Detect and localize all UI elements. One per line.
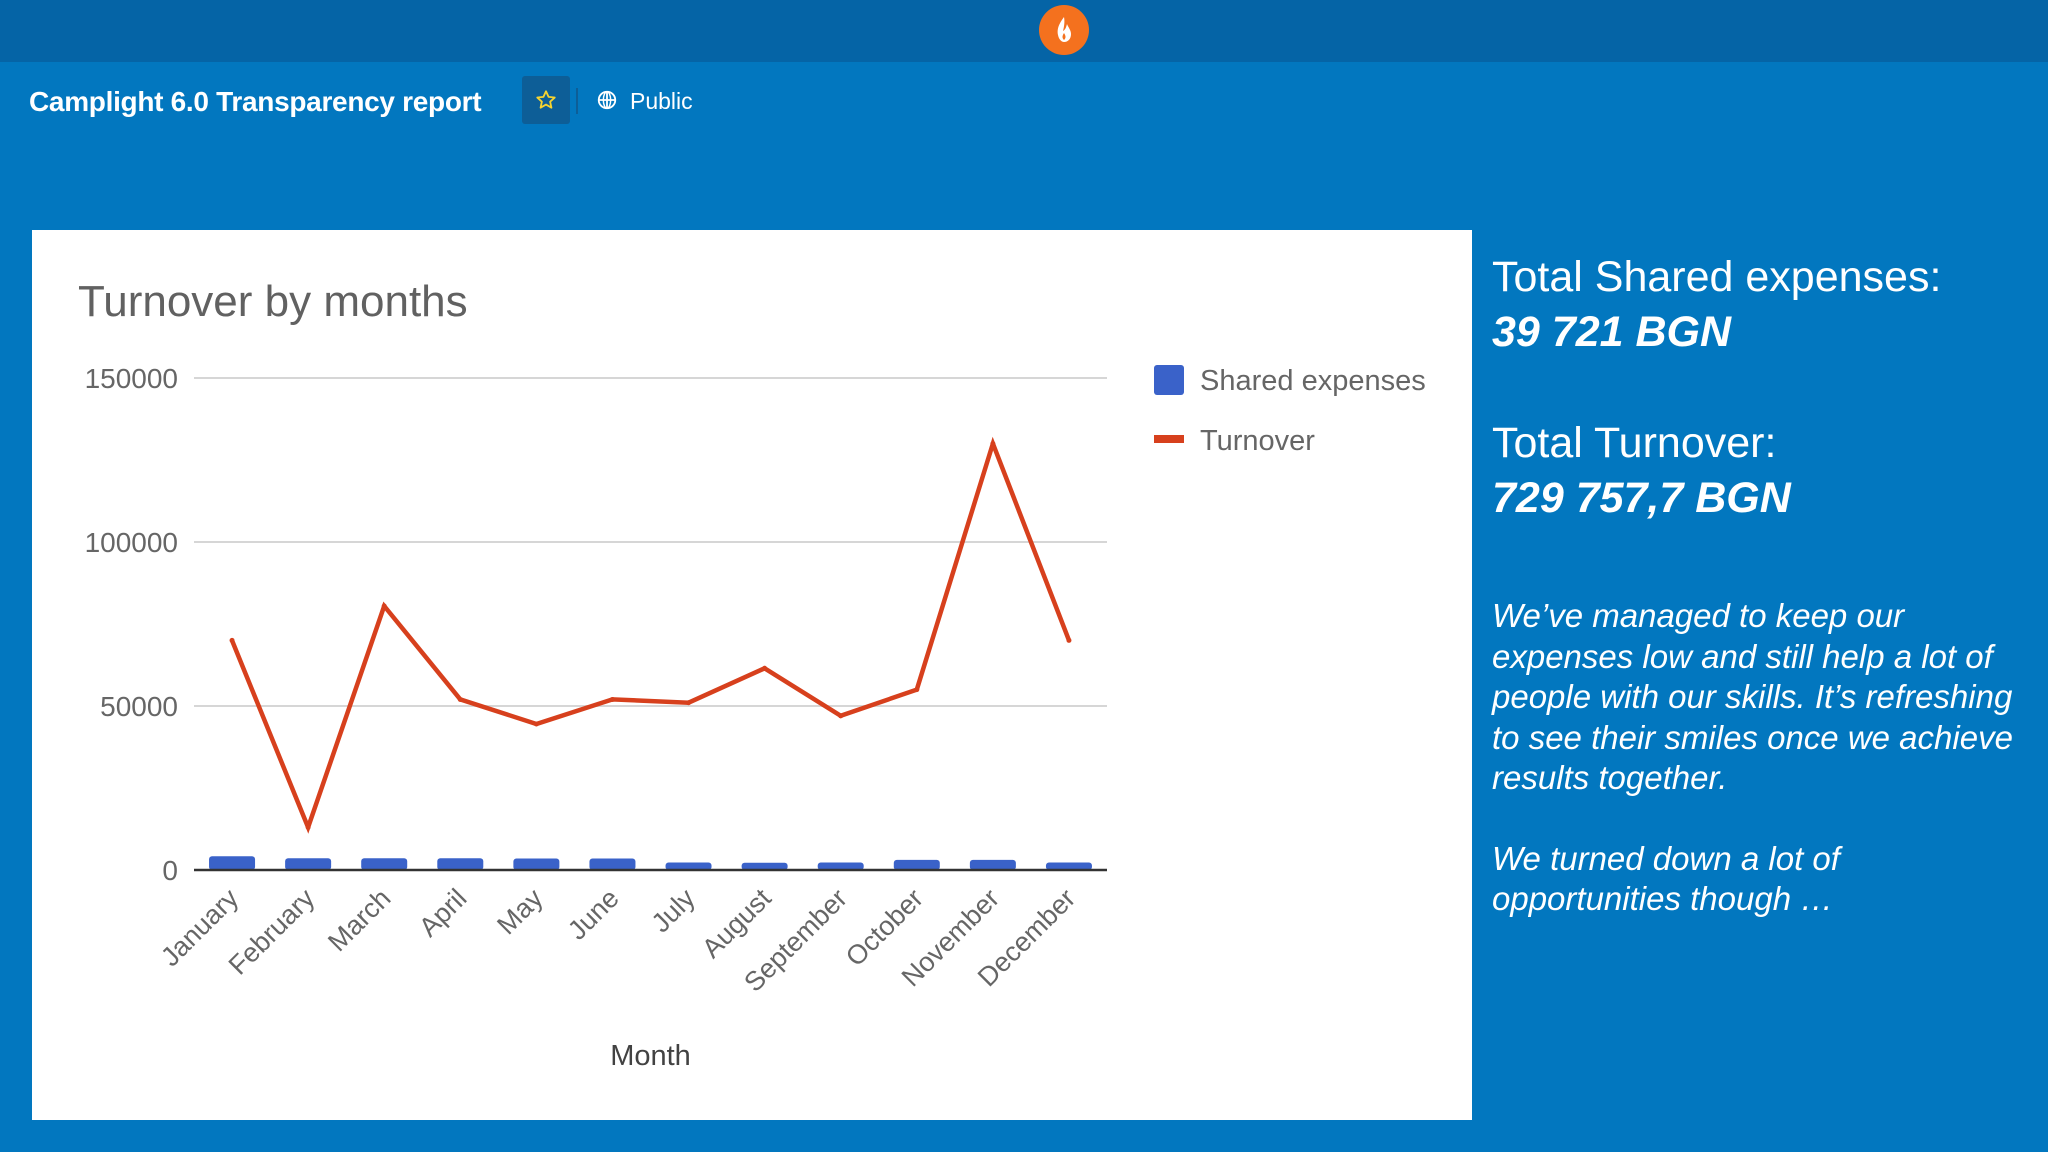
top-bar	[0, 0, 2048, 62]
deck-title: Camplight 6.0 Transparency report	[29, 86, 482, 117]
turnover-point	[229, 637, 235, 643]
x-tick-label: May	[491, 883, 549, 941]
shared-expenses-bar	[893, 859, 940, 870]
shared-expenses-bar	[1045, 862, 1092, 870]
shared-expenses-bar	[589, 858, 636, 870]
legend-swatch-shared-expenses	[1154, 365, 1184, 395]
flame-logo-icon[interactable]	[1039, 5, 1089, 55]
turnover-point	[609, 696, 615, 702]
shared-expenses-bar	[209, 856, 256, 870]
y-tick-label: 150000	[85, 363, 178, 394]
turnover-point	[914, 687, 920, 693]
turnover-point	[762, 665, 768, 671]
visibility-label: Public	[630, 88, 693, 114]
turnover-value: 729 757,7 BGN	[1492, 474, 1791, 522]
turnover-point	[990, 441, 996, 447]
shared-expenses-bar	[513, 858, 560, 870]
shared-expenses-bar	[665, 862, 712, 870]
globe-icon	[597, 90, 617, 110]
turnover-point	[457, 696, 463, 702]
y-tick-label: 0	[162, 855, 178, 886]
shared-expenses-bar	[969, 859, 1016, 870]
x-tick-label: April	[413, 883, 472, 942]
turnover-label: Total Turnover:	[1492, 419, 1777, 467]
x-tick-label: February	[223, 883, 321, 981]
shared-expenses-bar	[817, 862, 864, 870]
x-tick-label: June	[562, 883, 625, 946]
turnover-point	[305, 824, 311, 830]
shared-expenses-value: 39 721 BGN	[1492, 308, 1732, 356]
star-icon	[536, 90, 556, 109]
shared-expenses-bar	[741, 862, 788, 870]
summary-panel: Total Shared expenses: 39 721 BGN Total …	[1492, 250, 2032, 920]
legend-label-turnover: Turnover	[1200, 425, 1315, 457]
deck-header: Camplight 6.0 Transparency report Public	[0, 62, 2048, 140]
favorite-button[interactable]	[522, 76, 570, 124]
y-tick-label: 100000	[85, 527, 178, 558]
shared-expenses-bar	[361, 858, 408, 870]
x-axis-title: Month	[610, 1040, 691, 1072]
turnover-point	[533, 721, 539, 727]
turnover-point	[686, 700, 692, 706]
shared-expenses-label: Total Shared expenses:	[1492, 253, 1942, 301]
legend-swatch-turnover	[1154, 435, 1184, 443]
chart-title: Turnover by months	[78, 277, 468, 326]
turnover-point	[381, 603, 387, 609]
chart-card: Turnover by months 0 50000 100000 150000 Janu…	[32, 230, 1472, 1120]
header-divider	[576, 88, 578, 114]
summary-paragraph-2: We turned down a lot of opportunities th…	[1492, 839, 1840, 918]
summary-paragraph-1: We’ve managed to keep our expenses low a…	[1492, 597, 2013, 796]
turnover-point	[838, 713, 844, 719]
turnover-line	[229, 436, 1072, 834]
shared-expenses-bar	[285, 858, 332, 870]
legend-label-shared-expenses: Shared expenses	[1200, 365, 1426, 397]
x-tick-label: March	[322, 883, 396, 957]
shared-expenses-bar	[437, 858, 484, 870]
turnover-point	[1066, 637, 1072, 643]
y-tick-label: 50000	[100, 691, 178, 722]
x-tick-label: July	[646, 883, 702, 939]
turnover-chart: Turnover by months050000100000150000Janu…	[78, 277, 1426, 1072]
turnover-summary: Total Turnover: 729 757,7 BGN	[1492, 416, 2032, 526]
shared-expenses-summary: Total Shared expenses: 39 721 BGN	[1492, 250, 2032, 360]
